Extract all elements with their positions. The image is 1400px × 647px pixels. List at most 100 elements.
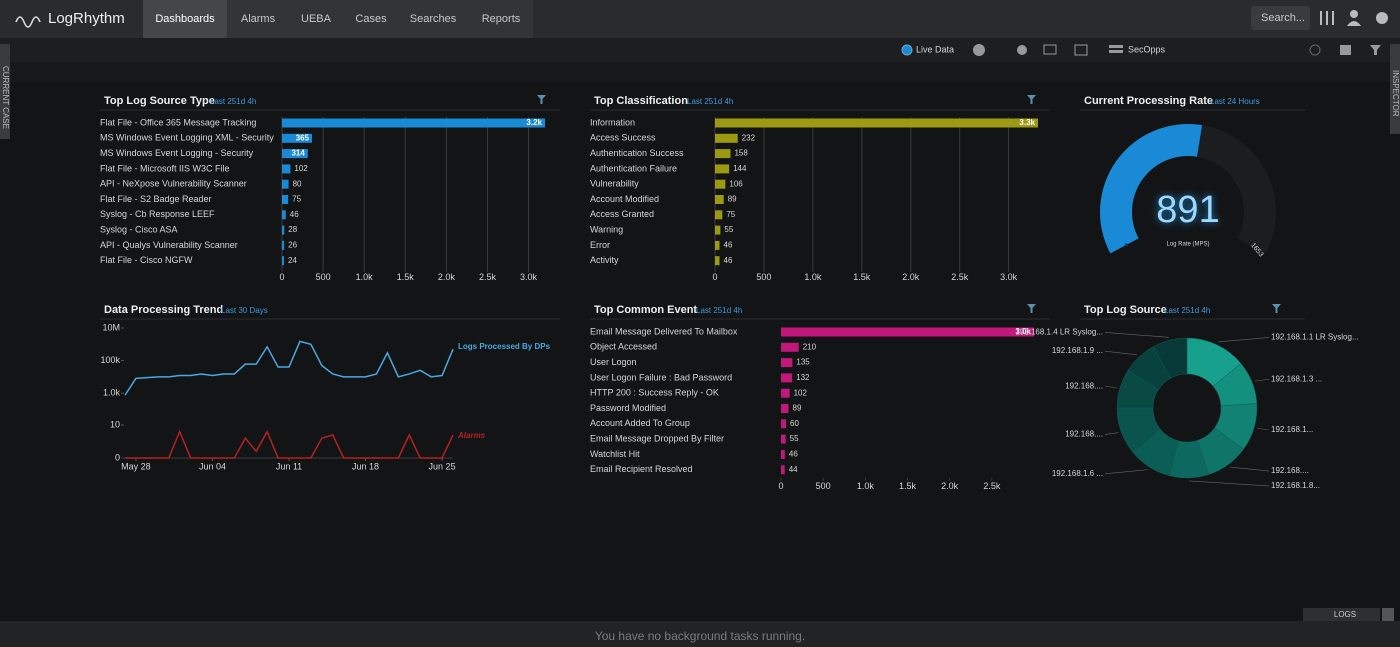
- live-data[interactable]: Live Data: [916, 44, 954, 54]
- value-label: 210: [803, 342, 817, 351]
- logs[interactable]: LOGS: [1334, 610, 1356, 619]
- nav-tab[interactable]: Reports: [482, 13, 521, 25]
- category-label: MS Windows Event Logging XML - Security: [100, 133, 274, 143]
- x-tick-label: 1.5k: [853, 272, 871, 282]
- bar: [781, 358, 793, 368]
- panel-subtitle: Last 24 Hours: [1210, 97, 1260, 106]
- value-label: 28: [288, 225, 297, 234]
- value-label: 75: [292, 195, 301, 204]
- logo-icon: [15, 16, 41, 28]
- value-label: 46: [789, 450, 798, 459]
- bar: [715, 179, 726, 189]
- bar: [715, 195, 724, 204]
- category-label: MS Windows Event Logging - Security: [100, 148, 254, 158]
- user-icons[interactable]: [1320, 10, 1388, 26]
- panel-subtitle: Last 251d 4h: [1164, 306, 1210, 315]
- category-label: Flat File - Office 365 Message Tracking: [100, 117, 256, 127]
- value-label: 46: [724, 256, 733, 265]
- x-tick-label: 2.0k: [902, 272, 920, 282]
- leader-line: [1104, 385, 1117, 388]
- x-tick-label: 1.0k: [356, 272, 374, 282]
- x-tick-label: 500: [816, 481, 831, 491]
- category-label: User Logon: [590, 357, 637, 367]
- x-tick-label: May 28: [121, 461, 151, 471]
- x-tick-label: 500: [316, 272, 331, 282]
- category-label: Email Recipient Resolved: [590, 464, 693, 474]
- value-label: 102: [294, 164, 308, 173]
- search-placeholder: Search...: [1261, 12, 1305, 24]
- category-label: Email Message Delivered To Mailbox: [590, 326, 738, 336]
- x-tick-label: 2.5k: [983, 481, 1001, 491]
- y2-tick-label: 0: [115, 452, 120, 462]
- category-label: Error: [590, 240, 610, 250]
- x-tick-label: 2.0k: [438, 272, 456, 282]
- x-tick-label: 0: [712, 272, 717, 282]
- bar: [781, 465, 785, 475]
- y2-tick-label: 10: [110, 419, 120, 429]
- value-label: 106: [729, 179, 743, 188]
- panel-subtitle: Last 251d 4h: [687, 97, 733, 106]
- logs-tab[interactable]: [1303, 608, 1380, 621]
- nav-tab[interactable]: UEBA: [301, 13, 332, 25]
- live-dot[interactable]: [901, 44, 913, 56]
- value-label: 60: [790, 419, 799, 428]
- donut-label: 192.168.1.3 ...: [1271, 374, 1322, 383]
- x-tick-label: Jun 25: [429, 461, 456, 471]
- category-label: Watchlist Hit: [590, 449, 640, 459]
- panel-subtitle: Last 251d 4h: [696, 306, 742, 315]
- value-label: 44: [789, 465, 798, 474]
- y-tick-label: 1.0k: [103, 387, 121, 397]
- value-label: 89: [728, 195, 737, 204]
- inspector-tab[interactable]: [1390, 44, 1400, 134]
- leader-line: [1218, 337, 1270, 343]
- donut-label: 192.168....: [1065, 430, 1103, 439]
- nav-tab[interactable]: Dashboards: [155, 13, 215, 25]
- value-label: 26: [288, 241, 297, 250]
- nav-tab[interactable]: Alarms: [241, 13, 276, 25]
- value-label: 132: [796, 373, 810, 382]
- value-label: 158: [734, 149, 748, 158]
- toolbar-icons[interactable]: [973, 44, 1381, 56]
- current-case[interactable]: CURRENT CASE: [1, 66, 10, 129]
- bar: [715, 225, 721, 235]
- legend-label: Logs Processed By DPs: [458, 342, 551, 351]
- search-box[interactable]: [1251, 6, 1310, 30]
- value-label: 55: [724, 225, 733, 234]
- category-label: Email Message Dropped By Filter: [590, 433, 724, 443]
- logs-toggle[interactable]: [1382, 608, 1394, 621]
- x-tick-label: 3.0k: [520, 272, 538, 282]
- logo: LogRhythm: [48, 10, 125, 27]
- value-label: 3.3k: [1019, 118, 1035, 127]
- leader-line: [1257, 428, 1270, 431]
- bar: [715, 256, 720, 266]
- leader-line: [1104, 432, 1119, 435]
- bar: [781, 434, 786, 444]
- layout-name[interactable]: SecOpps: [1128, 44, 1166, 54]
- category-label: Information: [590, 117, 635, 127]
- filter-icons[interactable]: [537, 95, 1281, 313]
- nav-tab[interactable]: Cases: [355, 13, 387, 25]
- value-label: 75: [726, 210, 735, 219]
- bar: [781, 449, 785, 459]
- category-label: Activity: [590, 255, 619, 265]
- category-label: User Logon Failure : Bad Password: [590, 372, 732, 382]
- bar: [781, 373, 793, 383]
- current-case-tab[interactable]: [0, 44, 10, 139]
- inspector[interactable]: INSPECTOR: [1391, 70, 1400, 117]
- bar: [715, 240, 720, 250]
- category-label: Authentication Success: [590, 148, 684, 158]
- bar: [282, 225, 285, 235]
- gauge-value: 891: [1156, 189, 1219, 231]
- x-tick-label: 1.5k: [397, 272, 415, 282]
- value-label: 144: [733, 164, 747, 173]
- subbar: [0, 62, 1400, 82]
- panel-title: Top Log Source Type: [104, 95, 215, 107]
- category-label: Syslog - Cb Response LEEF: [100, 209, 215, 219]
- donut-label: 192.168....: [1065, 381, 1103, 390]
- leader-line: [1229, 466, 1270, 472]
- leader-line: [1254, 378, 1270, 382]
- nav-tab[interactable]: Searches: [410, 13, 457, 25]
- active-tab: [143, 0, 227, 38]
- donut-label: 192.168.1.9 ...: [1052, 346, 1103, 355]
- panel-subtitle: Last 251d 4h: [210, 97, 256, 106]
